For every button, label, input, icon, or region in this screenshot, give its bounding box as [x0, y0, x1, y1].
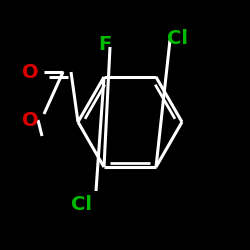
Text: O: O [22, 110, 38, 130]
Text: O: O [22, 62, 38, 82]
Text: Cl: Cl [72, 196, 92, 214]
Text: F: F [98, 36, 112, 54]
Text: Cl: Cl [168, 28, 188, 48]
